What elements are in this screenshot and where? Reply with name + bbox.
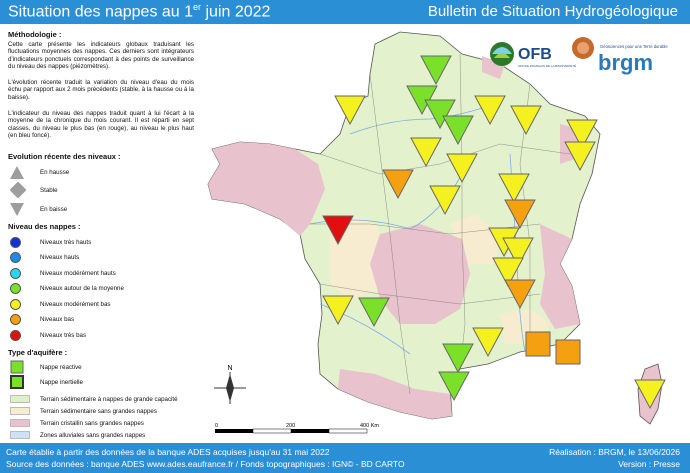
groundwater-indicator bbox=[429, 185, 461, 216]
level-dot-icon bbox=[10, 329, 21, 341]
brgm-logo: Géosciences pour une Terre durable brgm bbox=[572, 37, 668, 75]
groundwater-indicator bbox=[410, 137, 442, 168]
footer-bar: Carte établie à partir des données de la… bbox=[0, 443, 690, 473]
groundwater-indicator bbox=[564, 141, 596, 172]
legend-aquifer-reactive: Nappe réactive bbox=[10, 360, 82, 374]
legend-evolution-down: En baisse bbox=[10, 202, 67, 216]
legend-level-item: Niveaux très hauts bbox=[10, 236, 91, 248]
terrain-swatch-icon bbox=[10, 419, 30, 427]
reactive-aquifer-icon bbox=[10, 360, 24, 374]
terrain-swatch-icon bbox=[10, 431, 30, 439]
legend-terrain-item: Terrain sédimentaire à nappes de grande … bbox=[10, 393, 178, 405]
aquifer-title: Type d'aquifère : bbox=[8, 348, 68, 357]
evolution-title: Evolution récente des niveaux : bbox=[8, 152, 121, 161]
groundwater-indicator bbox=[498, 173, 530, 204]
groundwater-indicator bbox=[510, 105, 542, 136]
footer-data-note: Carte établie à partir des données de la… bbox=[6, 447, 330, 457]
groundwater-indicator bbox=[502, 237, 534, 268]
level-dot-icon bbox=[10, 267, 21, 279]
groundwater-indicator bbox=[358, 297, 390, 328]
groundwater-indicator bbox=[442, 115, 474, 146]
level-dot-icon bbox=[10, 283, 21, 294]
groundwater-indicator bbox=[525, 331, 551, 357]
groundwater-indicator bbox=[420, 55, 452, 86]
level-dot-icon bbox=[10, 298, 21, 310]
terrain-massif-central bbox=[370, 224, 470, 324]
header-bar: Situation des nappes au 1er juin 2022 Bu… bbox=[0, 0, 690, 24]
groundwater-indicator bbox=[634, 379, 666, 410]
france-map: N 0 200 400 Km bbox=[200, 24, 688, 443]
level-title: Niveau des nappes : bbox=[8, 222, 81, 231]
ofb-logo-subtitle: OFFICE FRANÇAIS DE LA BIODIVERSITÉ bbox=[518, 63, 576, 68]
legend-level-item: Niveaux autour de la moyenne bbox=[10, 283, 124, 295]
scale-label-0: 0 bbox=[215, 423, 218, 429]
legend-evolution-up: En hausse bbox=[10, 165, 69, 179]
legend-level-item: Niveaux bas bbox=[10, 314, 74, 326]
groundwater-indicator bbox=[438, 371, 470, 402]
triangle-up-icon bbox=[10, 165, 24, 179]
legend-level-item: Niveaux modérément bas bbox=[10, 298, 111, 310]
groundwater-indicator bbox=[492, 257, 524, 288]
groundwater-indicator bbox=[382, 169, 414, 200]
level-dot-icon bbox=[10, 314, 21, 325]
groundwater-indicator bbox=[334, 95, 366, 126]
terrain-swatch-icon bbox=[10, 395, 30, 403]
legend-aquifer-inertial: Nappe inertielle bbox=[10, 375, 83, 389]
groundwater-indicator bbox=[474, 95, 506, 126]
brgm-tagline: Géosciences pour une Terre durable bbox=[600, 44, 668, 49]
scale-bar: 0 200 400 Km bbox=[215, 423, 379, 434]
level-dot-icon bbox=[10, 252, 21, 263]
inertial-aquifer-icon bbox=[10, 375, 24, 389]
groundwater-indicator bbox=[322, 295, 354, 326]
level-dot-icon bbox=[10, 236, 21, 248]
footer-source-note: Source des données : banque ADES www.ade… bbox=[6, 459, 405, 469]
north-arrow: N bbox=[214, 365, 246, 404]
map-title: Situation des nappes au 1er juin 2022 bbox=[8, 2, 271, 21]
groundwater-indicator bbox=[566, 119, 598, 150]
legend-level-item: Niveaux très bas bbox=[10, 329, 86, 341]
brgm-logo-text: brgm bbox=[598, 50, 653, 75]
methodology-title: Méthodologie : bbox=[8, 30, 62, 39]
methodology-text-3: L'indicateur du niveau des nappes tradui… bbox=[8, 110, 194, 140]
methodology-text-1: Cette carte présente les indicateurs glo… bbox=[8, 41, 194, 71]
legend-terrain-item: Terrain cristallin sans grandes nappes bbox=[10, 417, 144, 429]
bulletin-title: Bulletin de Situation Hydrogéologique bbox=[427, 3, 678, 20]
square-stable-icon bbox=[10, 182, 26, 198]
indicator-layer bbox=[322, 55, 666, 410]
legend-terrain-item: Zones alluviales sans grandes nappes bbox=[10, 429, 145, 441]
north-label: N bbox=[227, 365, 232, 372]
methodology-text-2: L'évolution récente traduit la variation… bbox=[8, 79, 194, 101]
terrain-swatch-icon bbox=[10, 407, 30, 415]
ofb-logo: OFB OFFICE FRANÇAIS DE LA BIODIVERSITÉ bbox=[490, 42, 576, 68]
scale-label-400: 400 Km bbox=[360, 423, 379, 429]
groundwater-indicator bbox=[504, 279, 536, 310]
groundwater-indicator bbox=[424, 99, 456, 130]
groundwater-indicator bbox=[504, 199, 536, 230]
groundwater-indicator bbox=[472, 327, 504, 358]
groundwater-indicator bbox=[322, 215, 354, 246]
legend-terrain-item: Terrain sédimentaire sans grandes nappes bbox=[10, 405, 157, 417]
groundwater-indicator bbox=[446, 153, 478, 184]
legend-panel: Méthodologie : Cette carte présente les … bbox=[0, 24, 200, 443]
groundwater-indicator bbox=[442, 343, 474, 374]
terrain-alps bbox=[540, 224, 580, 329]
legend-evolution-stable: Stable bbox=[10, 182, 58, 198]
ofb-logo-text: OFB bbox=[518, 46, 552, 63]
legend-level-item: Niveaux hauts bbox=[10, 252, 79, 264]
footer-author: Réalisation : BRGM, le 13/06/2026 bbox=[549, 447, 680, 457]
groundwater-indicator bbox=[555, 339, 581, 365]
legend-level-item: Niveaux modérément hauts bbox=[10, 267, 116, 279]
scale-label-200: 200 bbox=[286, 423, 295, 429]
footer-version: Version : Presse bbox=[618, 459, 680, 469]
terrain-brittany bbox=[208, 142, 325, 236]
triangle-down-icon bbox=[10, 202, 24, 216]
